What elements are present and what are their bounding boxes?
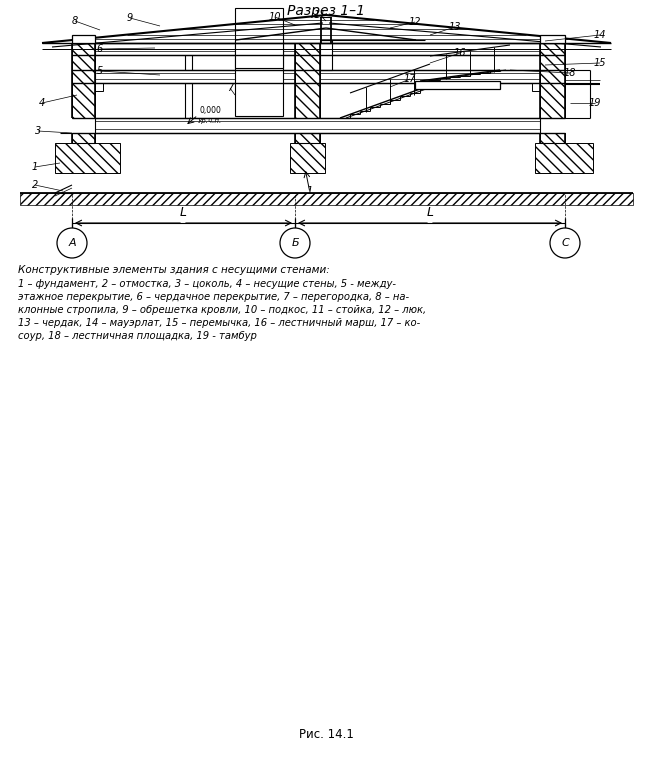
- Bar: [95, 118, 540, 133]
- Text: А: А: [68, 238, 76, 248]
- Bar: [532, 83, 540, 91]
- Text: 17: 17: [404, 74, 416, 84]
- Text: 8: 8: [72, 16, 78, 26]
- Text: 1 – фундамент, 2 – отмостка, 3 – цоколь, 4 – несущие стены, 5 - между-: 1 – фундамент, 2 – отмостка, 3 – цоколь,…: [18, 279, 396, 289]
- Bar: [540, 43, 565, 118]
- Text: Рис. 14.1: Рис. 14.1: [298, 729, 353, 742]
- Text: 11: 11: [313, 10, 326, 20]
- Bar: [72, 133, 95, 143]
- Text: С: С: [561, 238, 569, 248]
- Bar: [95, 70, 540, 83]
- Text: 4: 4: [39, 98, 45, 108]
- Text: 1: 1: [307, 186, 313, 196]
- Bar: [72, 43, 95, 118]
- Bar: [320, 40, 332, 70]
- Bar: [540, 35, 565, 43]
- Text: 9: 9: [127, 13, 133, 23]
- Text: 18: 18: [564, 68, 576, 78]
- Bar: [235, 8, 283, 68]
- Text: 10: 10: [269, 12, 281, 22]
- Text: 16: 16: [454, 48, 466, 58]
- Text: 0,000: 0,000: [200, 105, 222, 114]
- Bar: [20, 193, 633, 205]
- Text: L: L: [180, 207, 187, 220]
- Text: 6: 6: [97, 44, 103, 54]
- Circle shape: [550, 228, 580, 258]
- Bar: [235, 41, 283, 116]
- Text: 19: 19: [589, 98, 601, 108]
- Text: 13: 13: [449, 22, 461, 32]
- Circle shape: [280, 228, 310, 258]
- Bar: [95, 43, 540, 55]
- Text: этажное перекрытие, 6 – чердачное перекрытие, 7 – перегородка, 8 – на-: этажное перекрытие, 6 – чердачное перекр…: [18, 292, 409, 302]
- Bar: [72, 35, 95, 43]
- Bar: [95, 83, 103, 91]
- Text: 2: 2: [32, 180, 38, 190]
- Text: 1: 1: [32, 162, 38, 172]
- Bar: [290, 143, 325, 173]
- Bar: [295, 43, 320, 118]
- Bar: [540, 133, 565, 143]
- Text: Конструктивные элементы здания с несущими стенами:: Конструктивные элементы здания с несущим…: [18, 265, 330, 275]
- Text: 3: 3: [35, 126, 41, 136]
- Text: 5: 5: [97, 66, 103, 76]
- Text: Ур.ч.п.: Ур.ч.п.: [198, 118, 222, 124]
- Text: 14: 14: [594, 30, 606, 40]
- Bar: [535, 143, 593, 173]
- Text: 12: 12: [409, 17, 421, 27]
- Text: соур, 18 – лестничная площадка, 19 - тамбур: соур, 18 – лестничная площадка, 19 - там…: [18, 331, 257, 341]
- Circle shape: [57, 228, 87, 258]
- Text: клонные стропила, 9 – обрешетка кровли, 10 – подкос, 11 – стойка, 12 – люк,: клонные стропила, 9 – обрешетка кровли, …: [18, 305, 426, 315]
- Bar: [415, 81, 500, 89]
- Text: 7: 7: [227, 83, 233, 93]
- Text: L: L: [426, 207, 434, 220]
- Text: 13 – чердак, 14 – мауэрлат, 15 – перемычка, 16 – лестничный марш, 17 – ко-: 13 – чердак, 14 – мауэрлат, 15 – перемыч…: [18, 318, 421, 328]
- Text: Разрез 1–1: Разрез 1–1: [287, 4, 365, 18]
- Text: Б: Б: [291, 238, 299, 248]
- Text: 15: 15: [594, 58, 606, 68]
- Bar: [55, 143, 120, 173]
- Bar: [295, 133, 320, 143]
